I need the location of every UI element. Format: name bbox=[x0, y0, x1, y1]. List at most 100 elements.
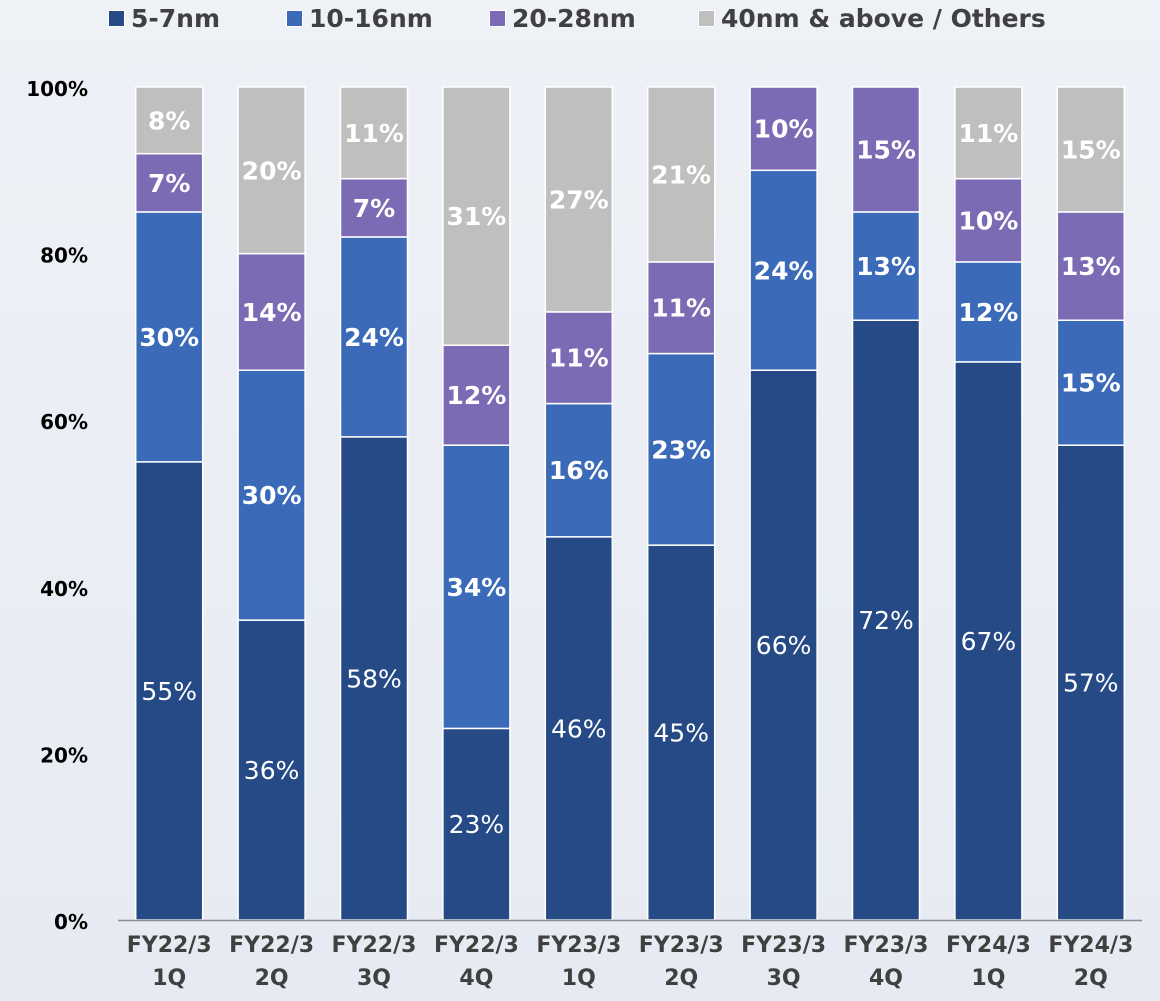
data-label: 12% bbox=[446, 381, 506, 410]
bar-segment bbox=[851, 86, 921, 213]
data-label: 11% bbox=[651, 294, 711, 323]
bar-segment bbox=[954, 177, 1023, 263]
bar-segment bbox=[237, 86, 306, 255]
data-label: 67% bbox=[961, 627, 1017, 656]
x-tick-label: FY22/3 bbox=[332, 933, 417, 958]
legend-label: 5-7nm bbox=[131, 4, 221, 33]
x-tick-label: 2Q bbox=[1074, 966, 1108, 991]
bar-segment bbox=[1056, 211, 1126, 321]
legend-label: 20-28nm bbox=[512, 4, 636, 33]
data-label: 12% bbox=[958, 298, 1018, 327]
data-label: 7% bbox=[353, 194, 395, 223]
legend-label: 10-16nm bbox=[309, 4, 433, 33]
legend-label: 40nm & above / Others bbox=[721, 4, 1046, 33]
x-tick-label: 1Q bbox=[152, 966, 186, 991]
x-tick-label: FY23/3 bbox=[844, 933, 929, 958]
bar-segment bbox=[134, 86, 204, 155]
data-label: 27% bbox=[549, 185, 609, 214]
data-label: 13% bbox=[856, 252, 916, 281]
x-tick-label: 3Q bbox=[357, 966, 391, 991]
x-tick-label: 3Q bbox=[767, 966, 801, 991]
data-label: 24% bbox=[754, 256, 814, 285]
chart-legend: 5-7nm 10-16nm 20-28nm 40nm & above / Others bbox=[0, 0, 1160, 40]
bar-segment bbox=[339, 86, 409, 180]
x-tick-label: FY24/3 bbox=[1048, 933, 1133, 958]
data-label: 23% bbox=[449, 810, 505, 839]
data-label: 66% bbox=[756, 631, 812, 660]
bar-segment bbox=[339, 436, 409, 921]
x-tick-label: FY22/3 bbox=[127, 933, 212, 958]
x-tick-label: FY23/3 bbox=[741, 933, 826, 958]
legend-item: 20-28nm bbox=[489, 4, 636, 33]
data-label: 23% bbox=[651, 435, 711, 464]
x-tick-label: FY22/3 bbox=[229, 933, 314, 958]
bar-segment bbox=[954, 261, 1023, 363]
data-label: 72% bbox=[858, 606, 914, 635]
data-label: 7% bbox=[148, 169, 190, 198]
data-label: 46% bbox=[551, 714, 607, 743]
data-label: 13% bbox=[1061, 252, 1121, 281]
x-tick-label: 1Q bbox=[971, 966, 1005, 991]
bar-segment bbox=[954, 86, 1023, 180]
y-tick-label: 80% bbox=[40, 244, 88, 268]
y-tick-label: 0% bbox=[54, 910, 88, 934]
y-tick-label: 60% bbox=[40, 410, 88, 434]
bar-segment bbox=[442, 727, 511, 921]
legend-swatch bbox=[489, 10, 506, 27]
data-label: 36% bbox=[244, 756, 300, 785]
data-label: 21% bbox=[651, 160, 711, 189]
x-tick-label: 2Q bbox=[255, 966, 289, 991]
data-label: 11% bbox=[549, 344, 609, 373]
bar-segment bbox=[749, 86, 818, 172]
bar-segment bbox=[749, 369, 818, 921]
x-tick-label: 4Q bbox=[459, 966, 493, 991]
data-label: 10% bbox=[754, 115, 814, 144]
legend-swatch bbox=[108, 10, 125, 27]
data-label: 31% bbox=[446, 202, 506, 231]
bar-segment bbox=[851, 319, 921, 921]
bar-segment bbox=[237, 252, 306, 371]
bar-segment bbox=[544, 402, 614, 538]
y-tick-label: 100% bbox=[26, 77, 88, 101]
legend-swatch bbox=[286, 10, 303, 27]
bar-segment bbox=[851, 211, 921, 321]
y-tick-label: 40% bbox=[40, 577, 88, 601]
data-label: 34% bbox=[446, 573, 506, 602]
data-label: 24% bbox=[344, 323, 404, 352]
bar-segment bbox=[134, 211, 204, 463]
bar-segment bbox=[646, 544, 716, 921]
bar-segment bbox=[1056, 319, 1126, 446]
data-label: 15% bbox=[1061, 369, 1121, 398]
data-label: 14% bbox=[242, 298, 302, 327]
data-label: 57% bbox=[1063, 669, 1119, 698]
data-label: 11% bbox=[344, 119, 404, 148]
x-tick-label: 1Q bbox=[562, 966, 596, 991]
x-tick-label: 4Q bbox=[869, 966, 903, 991]
bar-segment bbox=[749, 169, 818, 371]
x-tick-label: 2Q bbox=[664, 966, 698, 991]
data-label: 30% bbox=[139, 323, 199, 352]
x-tick-label: FY22/3 bbox=[434, 933, 519, 958]
x-tick-label: FY24/3 bbox=[946, 933, 1031, 958]
data-label: 10% bbox=[958, 206, 1018, 235]
data-label: 8% bbox=[148, 106, 190, 135]
data-label: 11% bbox=[958, 119, 1018, 148]
bar-segment bbox=[134, 461, 204, 921]
data-label: 20% bbox=[242, 156, 302, 185]
data-label: 45% bbox=[653, 719, 709, 748]
data-label: 55% bbox=[141, 677, 197, 706]
bar-segment bbox=[339, 236, 409, 438]
bar-segment bbox=[544, 86, 614, 313]
data-label: 15% bbox=[856, 135, 916, 164]
bar-segment bbox=[237, 369, 306, 621]
y-tick-label: 20% bbox=[40, 743, 88, 767]
bar-segment bbox=[442, 86, 511, 346]
legend-item: 5-7nm bbox=[108, 4, 220, 33]
bar-segment bbox=[1056, 86, 1126, 213]
legend-item: 40nm & above / Others bbox=[698, 4, 1046, 33]
data-label: 15% bbox=[1061, 135, 1121, 164]
legend-swatch bbox=[698, 10, 715, 27]
x-tick-label: FY23/3 bbox=[536, 933, 621, 958]
